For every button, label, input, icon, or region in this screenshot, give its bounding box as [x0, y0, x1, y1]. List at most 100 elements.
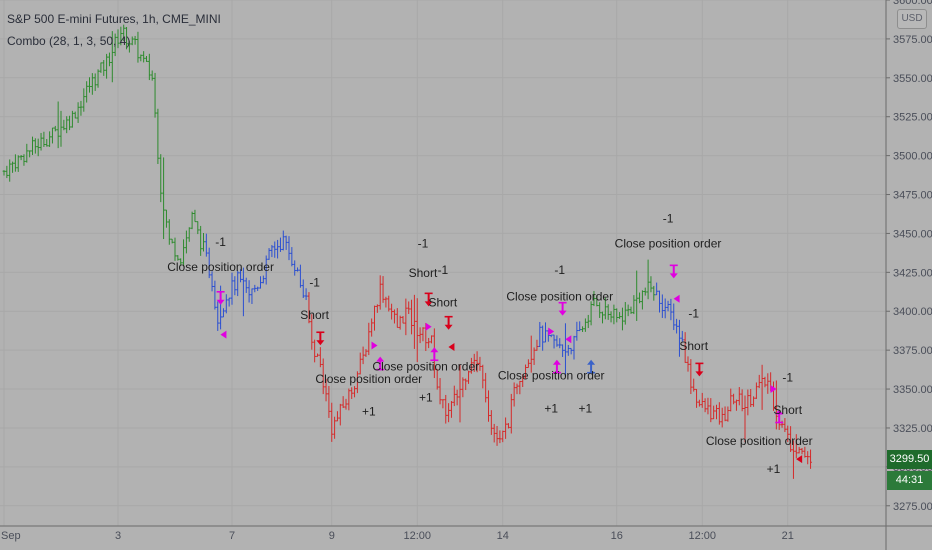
- exit-triangle-marker: [448, 343, 455, 352]
- ohlc-bar: [196, 221, 200, 235]
- ohlc-bar: [623, 302, 627, 325]
- ohlc-bar: [93, 73, 97, 91]
- ohlc-bar: [276, 239, 279, 259]
- signal-label: Short: [409, 266, 438, 280]
- ohlc-bar: [344, 398, 348, 410]
- ohlc-bar: [757, 374, 761, 389]
- ohlc-bar: [464, 378, 468, 391]
- ohlc-bar: [678, 319, 681, 357]
- time-tick-label: 21: [782, 530, 794, 542]
- ohlc-bar: [244, 277, 248, 293]
- ohlc-bar: [253, 284, 257, 293]
- ohlc-bar: [39, 132, 43, 151]
- ohlc-bar: [484, 372, 488, 403]
- ohlc-bar: [732, 393, 735, 405]
- ohlc-bar: [273, 241, 277, 258]
- symbol-legend[interactable]: S&P 500 E-mini Futures, 1h, CME_MINI: [7, 12, 221, 26]
- sell-arrow-marker: [695, 362, 704, 377]
- sell-arrow-marker: [216, 290, 225, 305]
- ohlc-bar: [498, 430, 502, 444]
- ohlc-bar: [22, 154, 26, 166]
- ohlc-bar: [139, 54, 143, 62]
- ohlc-bar: [489, 410, 493, 435]
- ohlc-bar: [401, 315, 405, 324]
- ohlc-bar: [190, 211, 194, 230]
- ohlc-bar: [435, 368, 439, 390]
- signal-label: Close position order: [498, 369, 605, 383]
- ohlc-bar: [646, 259, 650, 300]
- ohlc-bar: [552, 334, 556, 349]
- ohlc-bar: [783, 418, 787, 433]
- ohlc-bar: [299, 264, 302, 288]
- ohlc-bar: [239, 269, 242, 283]
- ohlc-bar: [19, 155, 23, 161]
- ohlc-bar: [481, 364, 485, 389]
- ohlc-bar: [207, 247, 211, 279]
- ohlc-bar: [116, 29, 120, 49]
- ohlc-bar: [378, 275, 382, 310]
- ohlc-bar: [507, 423, 510, 429]
- ohlc-bar: [153, 72, 157, 118]
- ohlc-bar: [566, 344, 570, 356]
- ohlc-bar: [504, 417, 507, 439]
- exit-triangle-marker: [565, 335, 572, 344]
- ohlc-bar: [373, 305, 376, 331]
- price-axis[interactable]: 3275.003300.003325.003350.003375.003400.…: [885, 0, 932, 550]
- ohlc-bar: [384, 296, 388, 308]
- ohlc-bar: [726, 406, 730, 422]
- ohlc-bar: [356, 371, 359, 394]
- price-tick-label: 3425.00: [893, 267, 932, 279]
- ohlc-bar: [165, 209, 168, 228]
- ohlc-bar: [304, 288, 308, 301]
- ohlc-bar: [601, 311, 604, 324]
- ohlc-bar: [82, 88, 86, 112]
- ohlc-bar: [287, 236, 291, 261]
- ohlc-bar: [159, 154, 163, 203]
- ohlc-bar: [717, 402, 721, 425]
- ohlc-bar: [720, 407, 724, 428]
- signal-label: Short: [300, 308, 329, 322]
- ohlc-bar: [156, 108, 160, 164]
- ohlc-bar: [236, 270, 240, 297]
- ohlc-bar: [59, 110, 63, 147]
- ohlc-bar: [176, 255, 180, 261]
- ohlc-bar: [233, 276, 237, 296]
- time-axis[interactable]: Sep 3 7 9 12:00 14 16 12:00 21: [0, 525, 932, 542]
- signal-label: -1: [782, 370, 793, 384]
- time-tick-label: 14: [497, 530, 509, 542]
- ohlc-bar: [658, 290, 661, 313]
- ohlc-bar: [589, 301, 593, 326]
- ohlc-bar: [293, 260, 297, 276]
- ohlc-bar: [204, 233, 208, 257]
- countdown-badge: 44:31: [887, 471, 932, 490]
- signal-label: -1: [309, 275, 320, 289]
- ohlc-bar: [794, 434, 798, 459]
- ohlc-bar: [532, 347, 536, 365]
- signal-label: -1: [688, 306, 699, 320]
- ohlc-bar: [626, 304, 630, 317]
- signal-label: +1: [544, 401, 558, 415]
- signal-label: Short: [429, 296, 458, 310]
- ohlc-bar: [187, 227, 191, 242]
- exit-triangle-marker: [371, 341, 378, 350]
- ohlc-bar: [108, 52, 111, 67]
- ohlc-bar: [387, 295, 391, 312]
- ohlc-bar: [680, 330, 684, 342]
- indicator-legend[interactable]: Combo (28, 1, 3, 50, 4): [7, 34, 131, 48]
- ohlc-bar: [410, 299, 413, 335]
- time-tick-label: 3: [115, 530, 121, 542]
- ohlc-bar: [592, 290, 596, 307]
- ohlc-bar: [638, 292, 641, 304]
- ohlc-bar: [170, 238, 174, 244]
- ohlc-bar: [358, 352, 362, 375]
- ohlc-bar: [8, 159, 12, 182]
- currency-button[interactable]: USD: [897, 9, 927, 29]
- buy-arrow-marker: [552, 359, 561, 374]
- ohlc-bar: [666, 300, 670, 312]
- ohlc-bar: [398, 315, 402, 330]
- ohlc-bar: [541, 325, 545, 351]
- ohlc-bar: [216, 301, 220, 331]
- ohlc-bar: [367, 322, 371, 356]
- ohlc-bar: [202, 233, 205, 252]
